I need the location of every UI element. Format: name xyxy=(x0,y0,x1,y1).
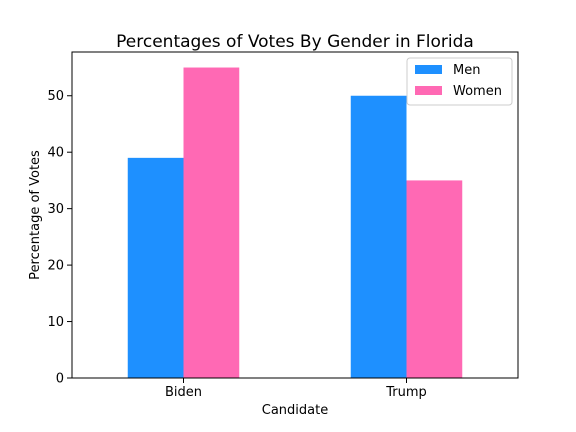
y-tick-label: 50 xyxy=(47,89,64,104)
bar-men-trump xyxy=(351,96,407,378)
bar-women-trump xyxy=(407,180,463,378)
bars-group xyxy=(128,68,463,378)
x-tick-label: Trump xyxy=(385,385,427,400)
legend-swatch-women xyxy=(415,86,442,95)
chart-title: Percentages of Votes By Gender in Florid… xyxy=(116,32,474,52)
y-tick-label: 0 xyxy=(56,372,64,387)
bar-women-biden xyxy=(184,68,240,378)
legend: Men Women xyxy=(407,58,512,105)
x-axis: Biden Trump xyxy=(165,378,427,400)
y-tick-label: 10 xyxy=(47,315,64,330)
y-tick-label: 20 xyxy=(47,259,64,274)
x-tick-label: Biden xyxy=(165,385,202,400)
legend-label-women: Women xyxy=(453,84,502,99)
y-tick-label: 30 xyxy=(47,202,64,217)
y-axis-label: Percentage of Votes xyxy=(28,150,43,280)
bar-men-biden xyxy=(128,158,184,378)
y-axis: 0 10 20 30 40 50 xyxy=(47,89,72,386)
y-tick-label: 40 xyxy=(47,146,64,161)
x-axis-label: Candidate xyxy=(262,403,328,418)
legend-label-men: Men xyxy=(453,63,480,78)
legend-swatch-men xyxy=(415,65,442,74)
